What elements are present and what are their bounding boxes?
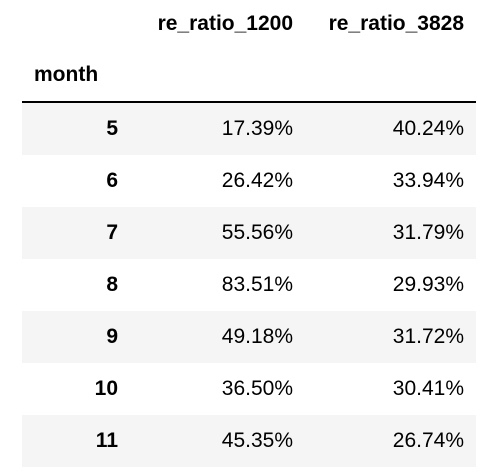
row-index-cell: 10 — [22, 363, 130, 415]
dataframe-table: re_ratio_1200 re_ratio_3828 month 5 17.3… — [22, 0, 476, 467]
re-ratio-3828-cell: 30.41% — [305, 363, 476, 415]
header-blank-cell — [22, 0, 130, 45]
re-ratio-3828-cell: 29.93% — [305, 259, 476, 311]
index-header-blank-b — [305, 45, 476, 103]
re-ratio-3828-cell: 26.74% — [305, 415, 476, 467]
row-index-cell: 5 — [22, 102, 130, 155]
column-header-re-ratio-3828: re_ratio_3828 — [328, 11, 464, 35]
column-header-row: re_ratio_1200 re_ratio_3828 — [22, 0, 476, 45]
re-ratio-1200-cell: 45.35% — [130, 415, 305, 467]
row-index-cell: 8 — [22, 259, 130, 311]
re-ratio-3828-cell: 31.72% — [305, 311, 476, 363]
table-row: 8 83.51% 29.93% — [22, 259, 476, 311]
row-index-cell: 7 — [22, 207, 130, 259]
row-index-cell: 6 — [22, 155, 130, 207]
re-ratio-3828-cell: 31.79% — [305, 207, 476, 259]
index-header-blank-a — [130, 45, 305, 103]
table-header: re_ratio_1200 re_ratio_3828 month — [22, 0, 476, 103]
column-header-re-ratio-1200: re_ratio_1200 — [157, 11, 293, 35]
table-row: 10 36.50% 30.41% — [22, 363, 476, 415]
row-index-cell: 11 — [22, 415, 130, 467]
re-ratio-1200-cell: 17.39% — [130, 102, 305, 155]
re-ratio-1200-cell: 49.18% — [130, 311, 305, 363]
row-index-cell: 9 — [22, 311, 130, 363]
table-body: 5 17.39% 40.24% 6 26.42% 33.94% 7 55.56%… — [22, 102, 476, 467]
index-header-row: month — [22, 45, 476, 103]
table-row: 6 26.42% 33.94% — [22, 155, 476, 207]
re-ratio-3828-cell: 40.24% — [305, 102, 476, 155]
re-ratio-1200-cell: 36.50% — [130, 363, 305, 415]
re-ratio-1200-cell: 55.56% — [130, 207, 305, 259]
re-ratio-1200-cell: 26.42% — [130, 155, 305, 207]
index-name-header: month — [22, 45, 130, 103]
table-row: 7 55.56% 31.79% — [22, 207, 476, 259]
table-row: 9 49.18% 31.72% — [22, 311, 476, 363]
re-ratio-3828-cell: 33.94% — [305, 155, 476, 207]
table-row: 11 45.35% 26.74% — [22, 415, 476, 467]
table-row: 5 17.39% 40.24% — [22, 102, 476, 155]
re-ratio-1200-cell: 83.51% — [130, 259, 305, 311]
